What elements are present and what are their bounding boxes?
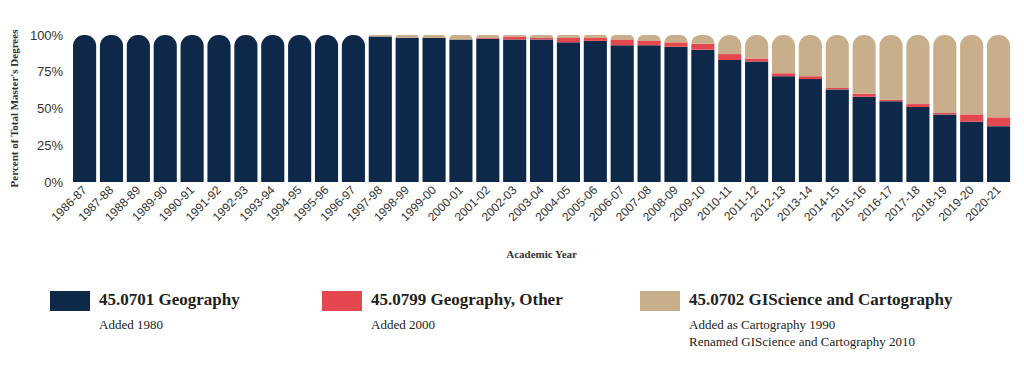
svg-text:100%: 100%	[30, 28, 64, 43]
svg-text:1996-97: 1996-97	[317, 183, 359, 225]
svg-text:1988-89: 1988-89	[102, 183, 144, 225]
svg-text:Percent of Total Master's Degr: Percent of Total Master's Degrees	[8, 29, 20, 188]
svg-text:2006-07: 2006-07	[586, 183, 628, 225]
svg-text:25%: 25%	[37, 138, 63, 153]
svg-text:1994-95: 1994-95	[263, 183, 305, 225]
svg-text:1993-94: 1993-94	[236, 183, 278, 225]
svg-text:1995-96: 1995-96	[290, 183, 332, 225]
svg-text:1992-93: 1992-93	[209, 183, 251, 225]
svg-text:2012-13: 2012-13	[747, 183, 789, 225]
svg-text:2000-01: 2000-01	[424, 183, 466, 225]
svg-text:2004-05: 2004-05	[532, 183, 574, 225]
svg-text:2008-09: 2008-09	[639, 183, 681, 225]
svg-text:Added 1980: Added 1980	[99, 317, 163, 332]
svg-text:2016-17: 2016-17	[855, 183, 896, 225]
svg-text:1986-87: 1986-87	[48, 183, 90, 225]
svg-text:2013-14: 2013-14	[774, 183, 816, 225]
svg-text:2015-16: 2015-16	[828, 183, 870, 225]
svg-text:0%: 0%	[44, 175, 63, 190]
svg-text:2018-19: 2018-19	[908, 183, 950, 225]
svg-text:2002-03: 2002-03	[478, 183, 520, 225]
svg-text:2019-20: 2019-20	[935, 183, 977, 225]
svg-text:1990-91: 1990-91	[156, 183, 198, 225]
svg-text:2005-06: 2005-06	[559, 183, 601, 225]
svg-text:2001-02: 2001-02	[451, 183, 493, 225]
svg-text:45.0799 Geography, Other: 45.0799 Geography, Other	[371, 290, 563, 309]
svg-text:Added as Cartography 1990: Added as Cartography 1990	[689, 317, 835, 332]
svg-text:1987-88: 1987-88	[75, 183, 117, 225]
svg-text:2010-11: 2010-11	[694, 183, 735, 224]
svg-text:50%: 50%	[37, 101, 63, 116]
svg-text:1998-99: 1998-99	[371, 183, 413, 225]
svg-text:2020-21: 2020-21	[963, 183, 1004, 224]
svg-text:1997-98: 1997-98	[344, 183, 386, 225]
svg-text:75%: 75%	[37, 64, 63, 79]
svg-text:Renamed GIScience and Cartogra: Renamed GIScience and Cartography 2010	[689, 334, 915, 349]
svg-text:Added 2000: Added 2000	[371, 317, 435, 332]
svg-text:2014-15: 2014-15	[801, 183, 843, 225]
svg-text:45.0702 GIScience and Cartogra: 45.0702 GIScience and Cartography	[689, 290, 953, 309]
svg-text:1991-92: 1991-92	[182, 183, 224, 225]
svg-text:45.0701 Geography: 45.0701 Geography	[99, 290, 240, 309]
svg-text:2011-12: 2011-12	[721, 183, 762, 224]
svg-text:2003-04: 2003-04	[505, 183, 547, 225]
svg-text:2007-08: 2007-08	[613, 183, 655, 225]
svg-text:2009-10: 2009-10	[666, 183, 708, 225]
svg-text:Academic Year: Academic Year	[506, 248, 577, 260]
svg-text:1999-00: 1999-00	[398, 183, 439, 225]
svg-text:2017-18: 2017-18	[881, 183, 923, 225]
svg-text:1989-90: 1989-90	[129, 183, 171, 225]
